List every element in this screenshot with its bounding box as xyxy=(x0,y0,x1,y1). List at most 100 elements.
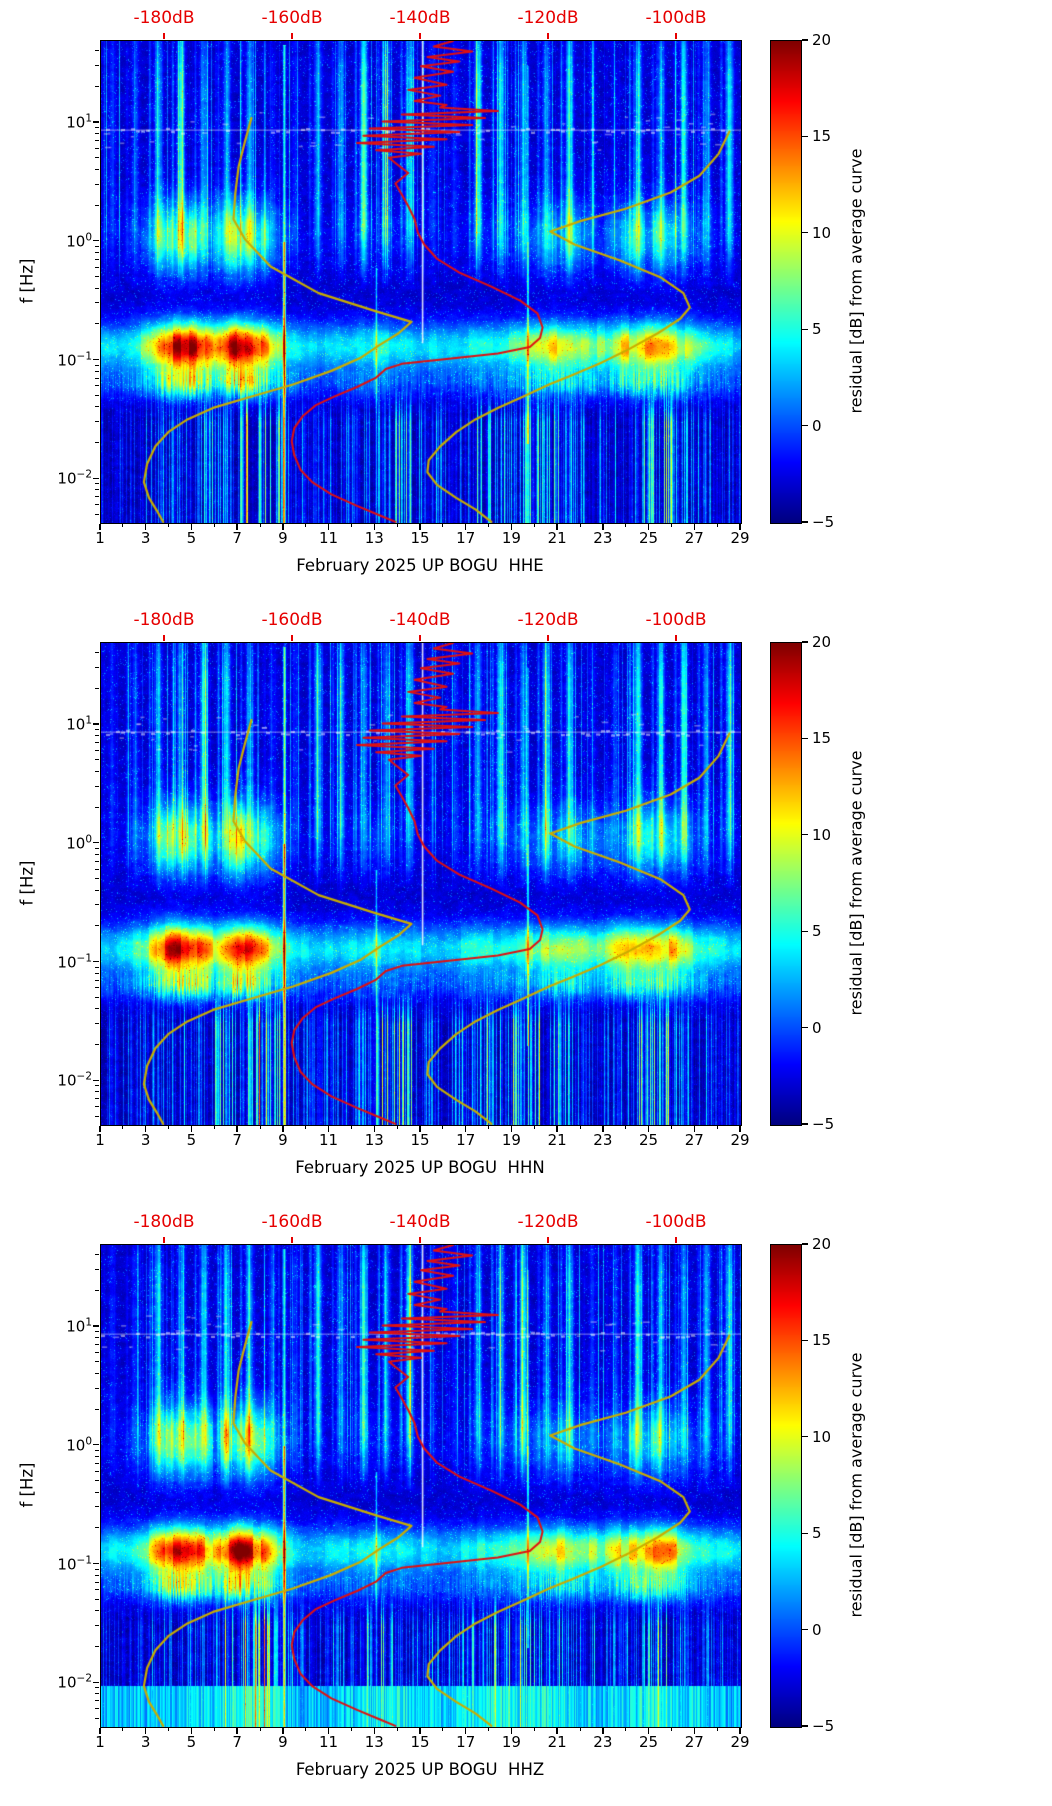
colorbar-canvas xyxy=(771,1245,801,1727)
x-axis-minor-tick xyxy=(168,1125,170,1129)
x-axis-tick xyxy=(419,1727,421,1734)
x-axis-tick xyxy=(282,1125,284,1132)
y-axis-tick-label: 10−2 xyxy=(57,1070,92,1090)
x-axis-tick xyxy=(647,1125,650,1132)
x-axis-minor-tick xyxy=(533,1727,535,1731)
y-axis-minor-tick xyxy=(95,1462,99,1464)
x-axis-tick xyxy=(602,1125,604,1132)
x-axis-minor-tick xyxy=(396,1727,398,1731)
y-axis-minor-tick xyxy=(95,1023,99,1025)
x-axis-tick-label: 9 xyxy=(278,1131,288,1149)
top-axis-tick xyxy=(291,32,293,39)
colorbar-tick xyxy=(801,737,808,740)
x-axis-minor-tick xyxy=(122,523,124,527)
x-axis-tick xyxy=(99,1125,101,1132)
x-axis-tick xyxy=(190,523,193,530)
y-axis-minor-tick xyxy=(95,258,99,260)
y-axis-minor-tick xyxy=(95,1610,99,1612)
colorbar-tick-label: −5 xyxy=(812,1115,835,1133)
x-axis-tick xyxy=(419,523,421,530)
colorbar-tick xyxy=(801,39,808,41)
x-axis-tick-label: 11 xyxy=(319,1733,339,1751)
x-axis-tick-label: 17 xyxy=(456,1733,476,1751)
y-axis-minor-tick xyxy=(95,1115,99,1117)
x-axis-tick xyxy=(327,1727,330,1734)
x-axis-tick-label: 21 xyxy=(547,529,567,547)
x-axis-tick-label: 17 xyxy=(456,529,476,547)
y-axis-minor-tick xyxy=(95,853,99,855)
y-axis-minor-tick xyxy=(95,139,99,141)
x-axis-tick-label: 9 xyxy=(278,1733,288,1751)
y-axis-minor-tick xyxy=(95,1700,99,1702)
x-axis-tick xyxy=(739,1727,741,1734)
x-axis-tick xyxy=(145,523,147,530)
x-axis-minor-tick xyxy=(579,1727,581,1731)
y-axis-tick-label: 10−2 xyxy=(57,1672,92,1692)
x-axis-minor-tick xyxy=(122,1727,124,1731)
x-axis-tick xyxy=(373,1125,375,1132)
x-axis-tick xyxy=(282,1727,284,1734)
y-axis-minor-tick xyxy=(95,966,99,968)
y-axis-minor-tick xyxy=(95,1687,99,1689)
x-axis-tick xyxy=(190,1125,193,1132)
colorbar-label: residual [dB] from average curve xyxy=(846,148,866,414)
x-axis-tick xyxy=(327,1125,330,1132)
colorbar-tick-label: 5 xyxy=(812,1524,822,1543)
x-axis-tick-label: 25 xyxy=(639,529,659,547)
y-axis-minor-tick xyxy=(95,1589,99,1591)
y-axis-minor-tick xyxy=(95,1455,99,1457)
spectrogram-axes xyxy=(100,1244,742,1728)
x-axis-tick xyxy=(465,1727,467,1734)
x-axis-tick xyxy=(236,1727,238,1734)
colorbar xyxy=(770,642,802,1126)
y-axis-minor-tick xyxy=(95,904,99,906)
y-axis-minor-tick xyxy=(95,406,99,408)
y-axis-minor-tick xyxy=(95,1091,99,1093)
x-axis-tick xyxy=(282,523,284,530)
x-axis-tick xyxy=(99,1727,101,1734)
y-axis-minor-tick xyxy=(95,1044,99,1046)
y-axis-minor-tick xyxy=(95,687,99,689)
x-axis-tick-label: 7 xyxy=(232,1733,242,1751)
y-axis-minor-tick xyxy=(95,1598,99,1600)
y-axis-tick xyxy=(92,842,99,844)
colorbar xyxy=(770,40,802,524)
x-axis-tick-label: 27 xyxy=(684,1131,704,1149)
x-axis-tick xyxy=(145,1125,147,1132)
top-axis-tick-label: -180dB xyxy=(133,8,195,28)
x-axis-tick-label: 19 xyxy=(501,529,521,547)
x-axis-tick-label: 5 xyxy=(186,1733,197,1751)
x-axis-tick xyxy=(236,1125,238,1132)
x-axis-tick-label: 27 xyxy=(684,529,704,547)
subplot-hhn: f [Hz] February 2025 UP BOGU HHN residua… xyxy=(0,602,1052,1204)
top-axis-tick-label: -180dB xyxy=(133,610,195,630)
x-axis-minor-tick xyxy=(213,1125,215,1129)
y-axis-minor-tick xyxy=(95,513,99,515)
y-axis-tick-label: 100 xyxy=(66,1435,92,1455)
top-axis-tick-label: -140dB xyxy=(389,1212,451,1232)
x-axis-tick xyxy=(510,1727,513,1734)
y-axis-minor-tick xyxy=(95,1470,99,1472)
x-axis-minor-tick xyxy=(350,1727,352,1731)
y-axis-minor-tick xyxy=(95,1491,99,1493)
y-axis-minor-tick xyxy=(95,1693,99,1695)
x-axis-minor-tick xyxy=(168,1727,170,1731)
x-axis-label: February 2025 UP BOGU HHZ xyxy=(295,1760,545,1779)
y-axis-tick-label: 101 xyxy=(66,1316,92,1336)
x-axis-minor-tick xyxy=(625,1125,627,1129)
x-axis-minor-tick xyxy=(259,1125,261,1129)
y-axis-minor-tick xyxy=(95,1574,99,1576)
y-axis-minor-tick xyxy=(95,183,99,185)
colorbar-tick-label: 10 xyxy=(812,223,832,242)
x-axis-tick-label: 15 xyxy=(410,1131,430,1149)
x-axis-minor-tick xyxy=(716,523,718,527)
x-axis-tick xyxy=(510,1125,513,1132)
colorbar-tick xyxy=(801,135,808,138)
colorbar-label: residual [dB] from average curve xyxy=(846,1352,866,1618)
x-axis-minor-tick xyxy=(213,523,215,527)
y-axis-minor-tick xyxy=(95,1581,99,1583)
x-axis-tick xyxy=(647,523,650,530)
x-axis-minor-tick xyxy=(122,1125,124,1129)
x-axis-minor-tick xyxy=(533,523,535,527)
y-axis-label: f [Hz] xyxy=(17,860,37,906)
